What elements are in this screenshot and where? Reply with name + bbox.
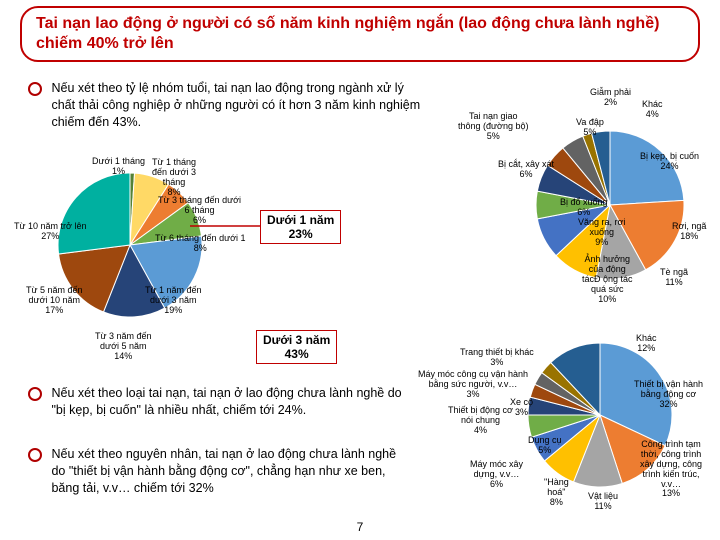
slice-label: Xe cộ 3% [510, 398, 533, 418]
slice-label: Dưới 1 tháng 1% [92, 157, 145, 177]
slice-label: Khác 4% [642, 100, 663, 120]
slice-label: Bị kẹp, bị cuốn 24% [640, 152, 699, 172]
slice-label: Giẫm phải 2% [590, 88, 631, 108]
slice-label: Thiết bị vận hành bằng động cơ 32% [634, 380, 703, 410]
highlight-under-1-year: Dưới 1 năm 23% [260, 210, 341, 244]
slice-label: Rơi, ngã 18% [672, 222, 706, 242]
slice-label: Văng ra, rơi xuống 9% [578, 218, 625, 248]
slice-label: Từ 5 năm đến dưới 10 năm 17% [26, 286, 83, 316]
slice-label: Công trình tạm thời, công trình xây dựng… [640, 440, 702, 499]
slice-label: Từ 10 năm trở lên 27% [14, 222, 86, 242]
slice-label: Bị cắt, xây xát 6% [498, 160, 554, 180]
slice-label: "Hàng hoá" 8% [544, 478, 569, 508]
slice-label: Máy móc xây dựng, v.v… 6% [470, 460, 523, 490]
slice-label: Từ 3 năm đến dưới 5 năm 14% [95, 332, 152, 362]
slice-label: Dụng cụ 5% [528, 436, 562, 456]
slice-label: Va đập 5% [576, 118, 604, 138]
slice-label: Từ 1 tháng đến dưới 3 tháng 8% [152, 158, 196, 198]
slice-label: Máy móc công cụ vận hành bằng sức người,… [418, 370, 528, 400]
highlight-under-3-years: Dưới 3 năm 43% [256, 330, 337, 364]
slice-label: Trang thiết bị khác 3% [460, 348, 534, 368]
slice-label: Tè ngã 11% [660, 268, 688, 288]
slice-label: Thiết bị động cơ nói chung 4% [448, 406, 513, 436]
page-number: 7 [357, 520, 364, 534]
highlight-1-text: Dưới 1 năm 23% [267, 213, 334, 241]
highlight-2-text: Dưới 3 năm 43% [263, 333, 330, 361]
slice-label: Vật liệu 11% [588, 492, 618, 512]
slice-label: Khác 12% [636, 334, 657, 354]
slice-label: Từ 1 năm đến dưới 3 năm 19% [145, 286, 202, 316]
slice-label: Từ 6 tháng đến dưới 1 8% [155, 234, 246, 254]
slice-label: Bị đổ xuống 6% [560, 198, 608, 218]
slice-label: Tai nạn giao thông (đường bộ) 5% [458, 112, 528, 142]
slice-label: Ảnh hưởng của động tácĐ ộng tác quá sức … [582, 255, 633, 304]
slice-label: Từ 3 tháng đến dưới 6 tháng 6% [158, 196, 241, 226]
